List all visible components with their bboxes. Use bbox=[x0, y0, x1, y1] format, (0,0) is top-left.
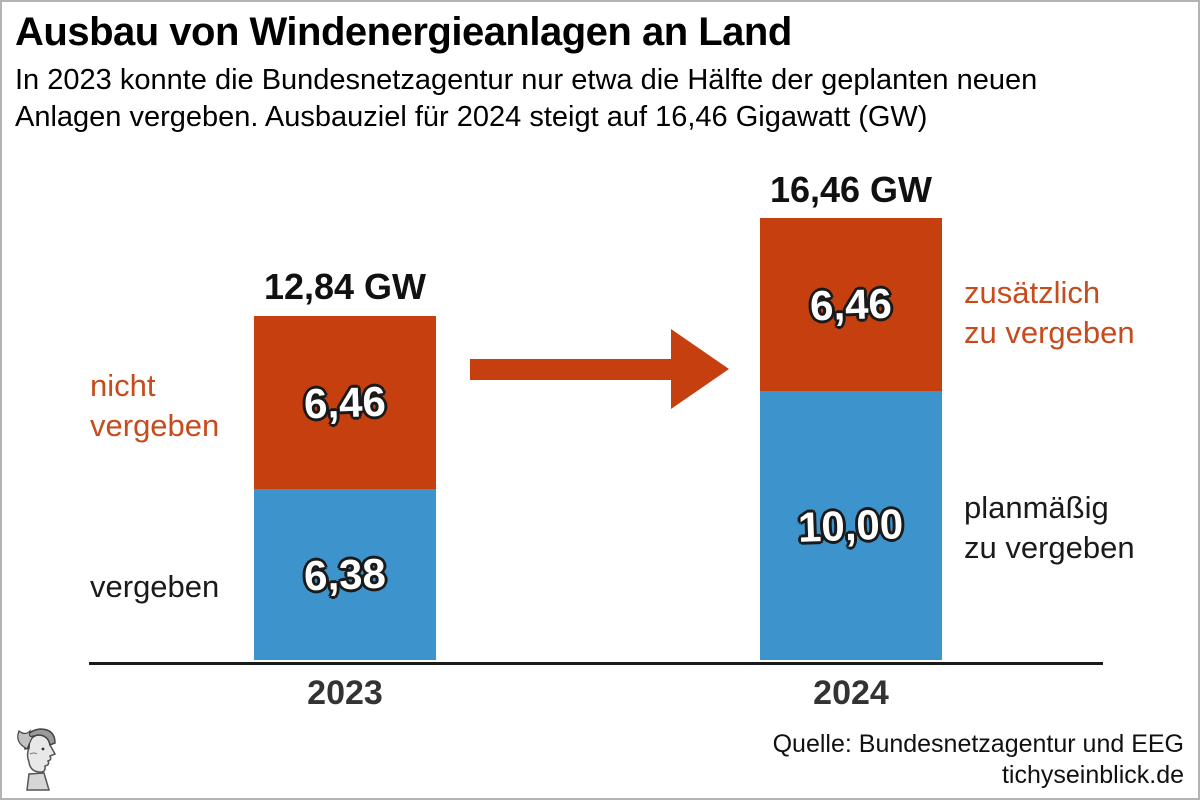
label-line: zu vergeben bbox=[964, 315, 1135, 350]
stacked-bar-2024: 6,46 10,00 bbox=[760, 218, 942, 660]
label-line: planmäßig bbox=[964, 490, 1109, 525]
bar-segment-nicht-vergeben-2024: 6,46 bbox=[760, 218, 942, 391]
x-tick-2024: 2024 bbox=[813, 674, 889, 712]
segment-value-label: 6,38 bbox=[303, 549, 387, 599]
page-title: Ausbau von Windenergieanlagen an Land bbox=[15, 10, 792, 54]
increase-arrow-icon bbox=[470, 329, 730, 415]
label-line: tichyseinblick.de bbox=[1001, 761, 1184, 789]
label-line: vergeben bbox=[90, 408, 220, 443]
label-line: nicht bbox=[90, 368, 156, 403]
segment-value-label: 6,46 bbox=[809, 279, 893, 329]
total-label-2024: 16,46 GW bbox=[769, 169, 933, 210]
label-line: Quelle: Bundesnetzagentur und EEG bbox=[772, 730, 1184, 758]
bar-segment-vergeben-2024: 10,00 bbox=[760, 391, 942, 660]
segment-value-label: 10,00 bbox=[797, 499, 905, 551]
label-nicht-vergeben: nicht vergeben bbox=[90, 366, 219, 446]
label-line: Anlagen vergeben. Ausbauziel für 2024 st… bbox=[15, 101, 928, 133]
label-line: In 2023 konnte die Bundesnetzagentur nur… bbox=[15, 64, 1038, 96]
total-label-2023: 12,84 GW bbox=[263, 266, 427, 307]
label-zusaetzlich-zu-vergeben: zusätzlich zu vergeben bbox=[964, 273, 1135, 353]
bar-segment-vergeben-2023: 6,38 bbox=[254, 489, 436, 660]
x-tick-2023: 2023 bbox=[307, 674, 383, 712]
segment-value-label: 6,46 bbox=[303, 377, 387, 427]
label-line: zusätzlich bbox=[964, 275, 1101, 310]
hermes-head-logo bbox=[14, 724, 64, 797]
x-axis-line bbox=[89, 662, 1103, 665]
label-vergeben: vergeben bbox=[90, 567, 219, 607]
label-line: zu vergeben bbox=[964, 530, 1135, 565]
bar-segment-nicht-vergeben-2023: 6,46 bbox=[254, 316, 436, 489]
source-credit: Quelle: Bundesnetzagentur und EEG tichyse… bbox=[773, 729, 1184, 791]
label-planmaessig-zu-vergeben: planmäßig zu vergeben bbox=[964, 488, 1135, 568]
chart-subtitle: In 2023 konnte die Bundesnetzagentur nur… bbox=[15, 62, 1037, 136]
label-line: vergeben bbox=[90, 569, 220, 604]
stacked-bar-2023: 6,46 6,38 bbox=[254, 316, 436, 660]
